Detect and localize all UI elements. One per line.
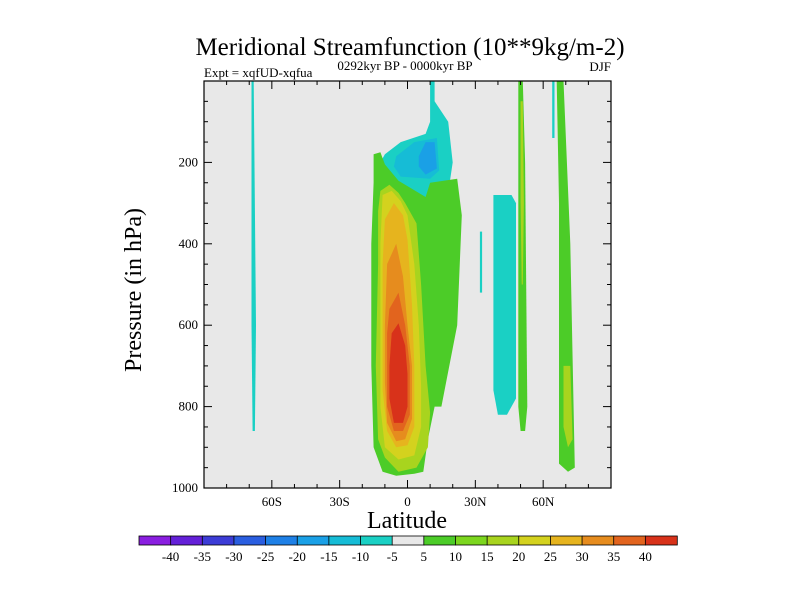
colorbar-swatch [328,535,362,546]
chart-title: Meridional Streamfunction (10**9kg/m-2) [195,34,624,61]
contour-regions [251,81,575,476]
colorbar-label: -20 [289,549,306,564]
colorbar-swatch [265,535,298,546]
colorbar-swatch [201,535,235,546]
colorbar-label: -35 [194,549,211,564]
y-tick-label: 800 [179,399,199,414]
colorbar-swatch [360,535,393,546]
colorbar-label: 25 [544,549,557,564]
y-tick-label: 600 [179,317,199,332]
contour-region-nh-patch-lat18 [429,247,434,273]
colorbar-swatch [170,535,203,546]
y-tick-label: 1000 [172,480,198,495]
colorbar-label: -10 [352,549,369,564]
y-tick-label: 200 [179,154,199,169]
x-tick-label: 60S [262,494,282,509]
colorbar-swatch [550,535,583,546]
contour-region-nh-negative-band-lat40 [493,195,516,415]
contour-region-nh-positive-band-lat50-10 [520,101,524,285]
colorbar-label: 35 [607,549,620,564]
contour-region-nh-thin-band-lat65 [552,81,555,138]
colorbar-swatch [233,535,267,546]
colorbar-swatch [455,535,488,546]
colorbar-swatch [423,535,457,546]
x-tick-label: 0 [404,494,411,509]
colorbar-label: 40 [639,549,652,564]
axis-ticks: 60S 30S 0 30N 60N 200 400 600 800 1000 [172,81,611,509]
colorbar-swatch [391,535,425,546]
colorbar-swatch [486,535,520,546]
colorbar-label: 10 [449,549,462,564]
y-tick-label: 400 [179,236,199,251]
colorbar-label: 20 [512,549,525,564]
colorbar-label: -30 [225,549,242,564]
y-axis-label: Pressure (in hPa) [121,208,147,372]
contour-region-nh-positive-band-lat72-10 [563,365,573,448]
colorbar-label: -40 [162,549,179,564]
colorbar-swatch [518,535,552,546]
colorbar-swatch [581,535,615,546]
colorbar: -40 -35 -30 -25 -20 -15 -10 -5 5 10 15 20 25 30 35 40 [138,535,678,564]
colorbar-label: -15 [320,549,337,564]
colorbar-swatch [644,535,678,546]
season-label: DJF [589,59,611,74]
contour-region-sh-thin-positive-band [251,81,256,431]
colorbar-swatch [296,535,330,546]
colorbar-swatch [138,535,172,546]
x-axis-label: Latitude [367,508,447,534]
x-tick-label: 60N [532,494,555,509]
colorbar-label: 30 [576,549,589,564]
x-tick-label: 30S [330,494,350,509]
contour-region-nh-patch-lat33 [479,231,483,293]
colorbar-label: -5 [387,549,398,564]
x-tick-label: 30N [464,494,487,509]
contour-region-upper-negative-cell-core [418,142,437,175]
colorbar-swatch [613,535,647,546]
colorbar-label: -25 [257,549,274,564]
colorbar-label: 5 [421,549,428,564]
experiment-label: Expt = xqfUD-xqfua [204,65,313,80]
time-range-label: 0292kyr BP - 0000kyr BP [337,58,472,73]
contour-region-main-positive-cell-35 [389,323,408,423]
colorbar-label: 15 [481,549,494,564]
